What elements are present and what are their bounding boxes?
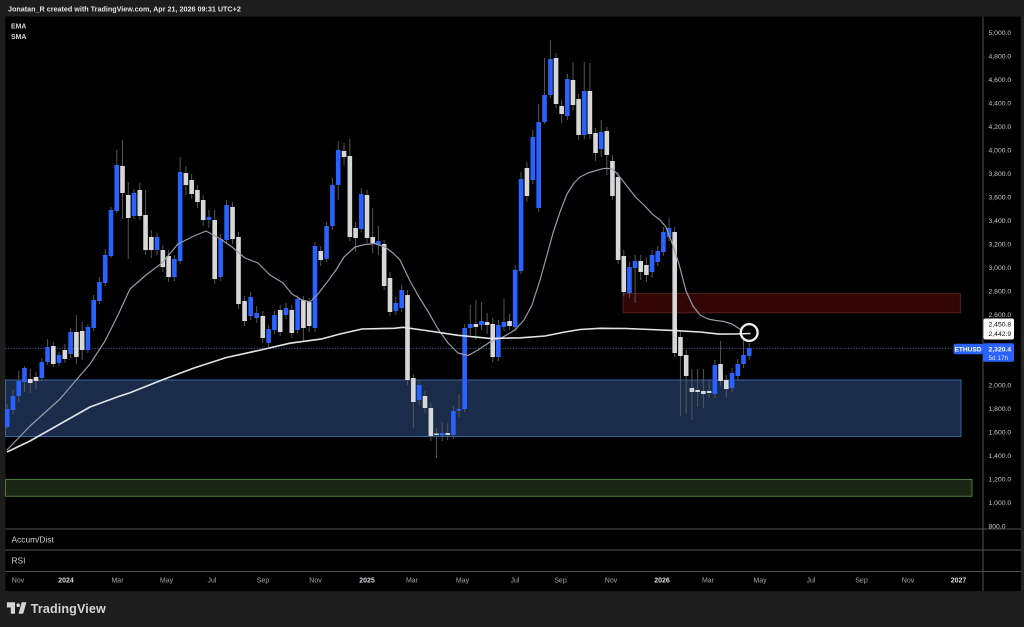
svg-text:4,200.0: 4,200.0: [989, 124, 1012, 131]
svg-text:EMA: EMA: [11, 24, 26, 31]
svg-text:Jul: Jul: [511, 578, 520, 585]
svg-text:May: May: [456, 578, 470, 585]
svg-text:Jonatan_R created with Trading: Jonatan_R created with TradingView.com, …: [8, 5, 241, 14]
svg-text:Sep: Sep: [855, 578, 868, 585]
svg-text:Sep: Sep: [257, 578, 270, 585]
svg-text:2,450.8: 2,450.8: [989, 322, 1012, 329]
svg-text:Jul: Jul: [208, 578, 217, 585]
svg-text:2024: 2024: [58, 578, 74, 585]
svg-text:2,600.0: 2,600.0: [989, 312, 1012, 319]
svg-text:TradingView: TradingView: [31, 602, 106, 616]
svg-text:ETHUSD: ETHUSD: [954, 347, 981, 354]
svg-text:2026: 2026: [654, 578, 670, 585]
svg-text:3,000.0: 3,000.0: [989, 265, 1012, 272]
svg-text:3,800.0: 3,800.0: [989, 171, 1012, 178]
svg-text:2,800.0: 2,800.0: [989, 289, 1012, 296]
svg-text:RSI: RSI: [12, 556, 26, 566]
svg-text:SMA: SMA: [11, 34, 26, 41]
svg-text:3,400.0: 3,400.0: [989, 218, 1012, 225]
svg-text:5,000.0: 5,000.0: [989, 30, 1012, 37]
svg-text:4,800.0: 4,800.0: [989, 54, 1012, 61]
svg-text:May: May: [753, 578, 767, 585]
svg-text:Jul: Jul: [807, 578, 816, 585]
svg-text:2,320.4: 2,320.4: [989, 347, 1012, 354]
svg-text:800.0: 800.0: [989, 524, 1006, 531]
svg-text:1,200.0: 1,200.0: [989, 477, 1012, 484]
svg-text:Accum/Dist: Accum/Dist: [12, 535, 55, 545]
svg-text:4,600.0: 4,600.0: [989, 77, 1012, 84]
svg-text:2,442.9: 2,442.9: [989, 331, 1012, 338]
svg-text:Nov: Nov: [605, 578, 618, 585]
svg-text:Nov: Nov: [902, 578, 915, 585]
svg-text:1,000.0: 1,000.0: [989, 500, 1012, 507]
svg-text:1,400.0: 1,400.0: [989, 453, 1012, 460]
svg-text:Mar: Mar: [111, 578, 124, 585]
svg-text:Sep: Sep: [554, 578, 567, 585]
svg-text:Mar: Mar: [406, 578, 419, 585]
svg-text:2025: 2025: [359, 578, 375, 585]
svg-text:1,600.0: 1,600.0: [989, 430, 1012, 437]
svg-text:3,200.0: 3,200.0: [989, 242, 1012, 249]
svg-text:Mar: Mar: [702, 578, 715, 585]
svg-text:5d 17h: 5d 17h: [989, 355, 1009, 362]
svg-text:May: May: [160, 578, 174, 585]
svg-text:3,600.0: 3,600.0: [989, 195, 1012, 202]
svg-text:4,400.0: 4,400.0: [989, 101, 1012, 108]
svg-text:1,800.0: 1,800.0: [989, 406, 1012, 413]
svg-text:Nov: Nov: [309, 578, 322, 585]
svg-text:Nov: Nov: [12, 578, 25, 585]
svg-text:4,000.0: 4,000.0: [989, 148, 1012, 155]
svg-text:2027: 2027: [951, 578, 967, 585]
svg-text:2,000.0: 2,000.0: [989, 383, 1012, 390]
